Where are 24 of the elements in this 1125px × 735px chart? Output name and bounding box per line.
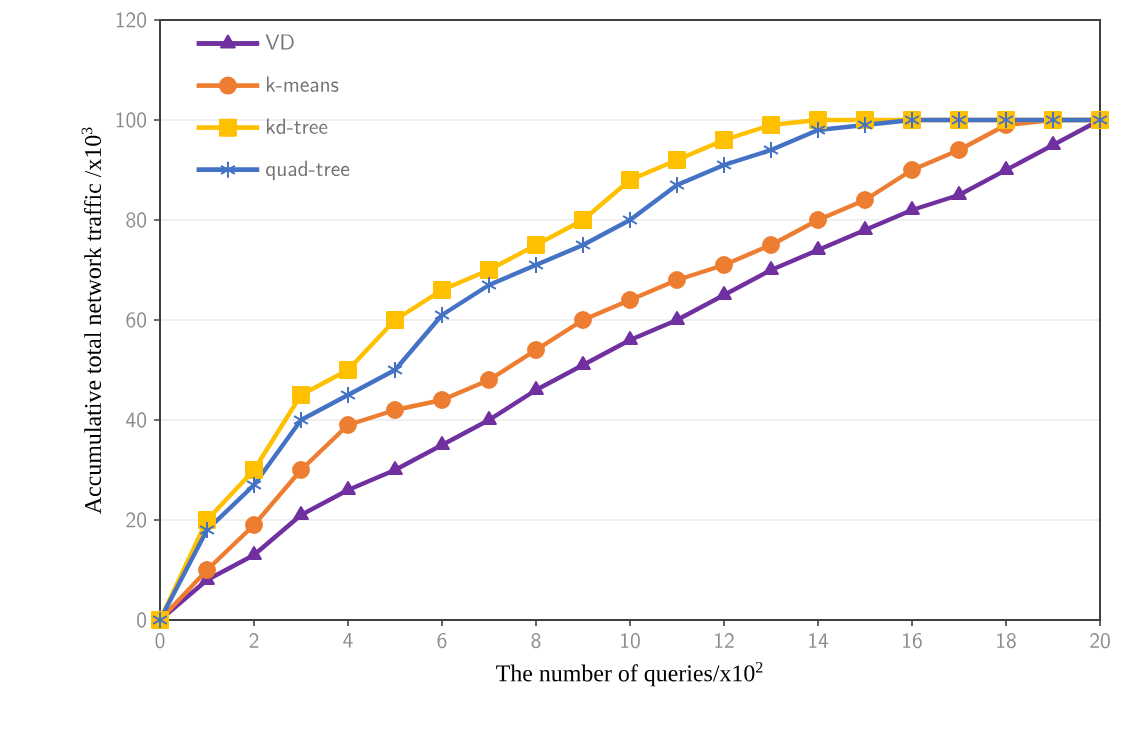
- x-tick-label: 20: [1090, 633, 1110, 649]
- legend-label: quad-tree: [266, 160, 350, 181]
- legend-label: VD: [265, 34, 294, 50]
- x-tick-label: 6: [437, 633, 447, 649]
- y-tick-label: 120: [116, 12, 147, 28]
- y-tick-label: 60: [126, 312, 147, 328]
- y-tick-label: 20: [126, 512, 147, 528]
- x-tick-label: 0: [155, 633, 165, 649]
- x-axis-title: The number of queries/x10$^{2}$: [496, 661, 763, 687]
- x-tick-label: 4: [343, 633, 353, 648]
- y-tick-label: 0: [137, 612, 147, 628]
- y-tick-label: 100: [116, 112, 147, 128]
- x-tick-label: 12: [715, 633, 734, 648]
- y-axis-title: Accumulative total network traffic /x10$^{3}$: [81, 127, 102, 514]
- x-tick-label: 8: [531, 633, 541, 649]
- y-tick-label: 40: [126, 412, 147, 428]
- x-tick-label: 10: [621, 633, 640, 649]
- y-tick-label: 80: [126, 212, 147, 228]
- x-tick-label: 16: [903, 633, 922, 649]
- x-tick-label: 2: [249, 633, 259, 648]
- x-tick-label: 18: [997, 633, 1016, 649]
- legend-label: kd-tree: [267, 118, 328, 135]
- x-tick-label: 14: [809, 633, 829, 648]
- legend-label: k-means: [267, 76, 339, 92]
